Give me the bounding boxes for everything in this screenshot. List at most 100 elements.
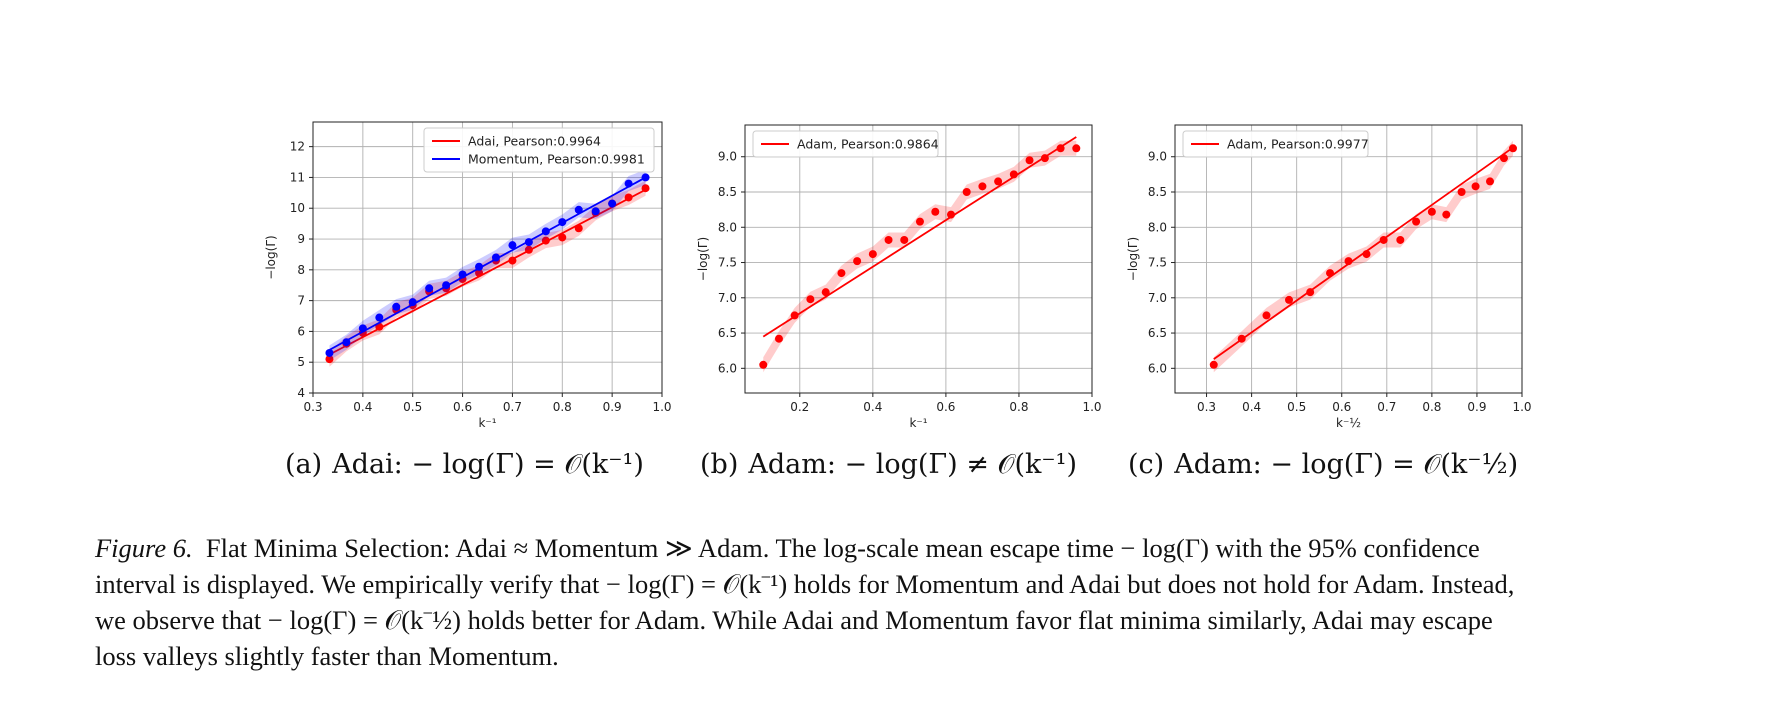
data-point [1285,295,1294,304]
data-point [1056,144,1065,153]
data-point [947,210,956,219]
x-axis-label: k⁻¹ [478,416,496,430]
data-point [774,334,783,343]
x-tick-label: 0.6 [936,400,955,414]
x-tick-label: 0.3 [1197,400,1216,414]
data-point [915,217,924,226]
legend-entry: Adam, Pearson:0.9864 [797,137,939,152]
y-tick-label: 8.0 [718,220,737,234]
x-tick-label: 0.4 [1242,400,1261,414]
confidence-band [1213,140,1513,373]
data-point [1262,311,1271,320]
y-tick-label: 9.0 [718,150,737,164]
data-point [1396,235,1405,244]
chart-3: 0.3 0.4 0.5 0.6 0.7 0.8 0.9 1.0 6.0 6.5 7.0 7.5 8.0 8… [1126,124,1532,430]
x-tick-label: 0.8 [1009,400,1028,414]
data-point [358,324,367,333]
data-point [475,262,484,271]
data-point [1344,257,1353,266]
legend-box [423,127,655,173]
data-point [524,238,533,247]
data-point [994,177,1003,186]
y-tick-label: 6.5 [1148,326,1167,340]
x-tick-label: 0.9 [603,400,622,414]
y-tick-label: 9.0 [1148,150,1167,164]
data-point [853,257,862,266]
x-tick-label: 1.0 [1512,400,1531,414]
data-point [591,207,600,216]
data-point [1040,154,1049,163]
confidence-band [329,180,646,367]
data-point [475,268,484,277]
data-point [900,235,909,244]
subcaption-a-text: Adai: − log(Γ) = 𝒪(k⁻¹) [332,449,644,480]
y-tick-label: 5 [297,355,305,369]
data-point [978,182,987,191]
subcaption-b-text: Adam: − log(Γ) ≠ 𝒪(k⁻¹) [748,449,1078,480]
y-tick-label: 8.5 [718,185,737,199]
data-point [1237,334,1246,343]
data-point [574,224,583,233]
data-point [375,313,384,322]
subcaption-b-label: (b) [700,449,739,480]
legend: Adai, Pearson:0.9964 Momentum, Pearson:0.… [423,127,655,173]
y-tick-label: 7.0 [718,291,737,305]
chart-2: 0.2 0.4 0.6 0.8 1.0 6.0 6.5 7.0 7.5 8.0 8.5 9.0 k⁻¹ −… [696,124,1102,430]
x-tick-label: 0.4 [353,400,372,414]
y-tick-label: 6 [297,324,305,338]
data-point [342,338,351,347]
plot-frame [312,121,663,394]
x-axis-label: k⁻½ [1336,416,1361,430]
data-point [325,348,334,357]
figure-caption-line-2: interval is displayed. We empirically ve… [95,569,1515,599]
data-point [1457,188,1466,196]
data-point [962,188,971,196]
figure-caption-line-1-text: Flat Minima Selection: Adai ≈ Momentum ≫… [205,533,1480,563]
data-point [1486,177,1495,186]
y-axis-label: −log(Γ) [264,235,278,279]
data-point [425,284,434,293]
figure-caption-label: Figure 6. [95,533,193,563]
data-point [524,245,533,254]
legend-entry: Adai, Pearson:0.9964 [468,134,601,149]
figure-caption-line-3: we observe that − log(Γ) = 𝒪(k⁻½) holds … [95,605,1493,635]
data-point [1508,144,1517,153]
data-point [759,360,768,369]
data-point [392,302,401,311]
confidence-band [329,169,646,361]
y-tick-label: 6.0 [1148,361,1167,375]
x-tick-label: 0.3 [303,400,322,414]
plot-frame [744,124,1093,394]
figure-caption-line-4: loss valleys slightly faster than Moment… [95,641,559,671]
figure-caption-line-1: Figure 6. Flat Minima Selection: Adai ≈ … [95,530,1720,566]
x-tick-label: 0.2 [790,400,809,414]
data-point [491,253,500,262]
data-point [884,235,893,244]
data-point [541,227,550,236]
y-tick-label: 7.5 [718,256,737,270]
figure-caption: Figure 6. Flat Minima Selection: Adai ≈ … [95,530,1720,674]
x-tick-label: 0.7 [1377,400,1396,414]
data-point [508,256,517,265]
data-point [1209,360,1218,369]
y-tick-label: 9 [297,232,305,246]
legend-box [1182,130,1369,158]
x-tick-label: 0.7 [503,400,522,414]
data-point [1306,288,1315,297]
data-point [442,281,451,290]
data-point [837,269,846,278]
fit-line [329,176,646,351]
subcaption-c: (c) Adam: − log(Γ) = 𝒪(k⁻½) [1128,445,1518,485]
data-point [1072,144,1081,153]
legend-entry: Momentum, Pearson:0.9981 [468,152,645,167]
x-tick-label: 0.5 [1287,400,1306,414]
subcaption-c-text: Adam: − log(Γ) = 𝒪(k⁻½) [1174,449,1519,480]
x-tick-label: 0.6 [1332,400,1351,414]
data-point [821,288,830,297]
data-point [1362,250,1371,259]
data-point [641,173,650,182]
data-point [574,205,583,214]
y-axis-label: −log(Γ) [1126,237,1140,281]
y-tick-label: 11 [290,170,305,184]
